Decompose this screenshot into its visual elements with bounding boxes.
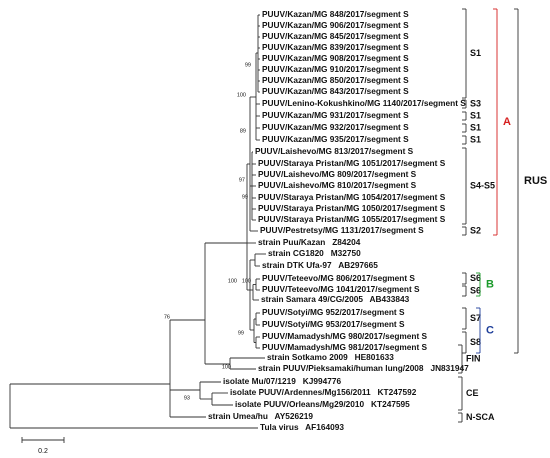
- bootstrap-value: 100: [242, 278, 251, 284]
- bootstrap-value: 100: [222, 364, 231, 370]
- leaf-label: PUUV/Sotyi/MG 952/2017/segment S: [262, 307, 405, 317]
- bootstrap-value: 99: [242, 194, 248, 200]
- leaf-label: PUUV/Staraya Pristan/MG 1050/2017/segmen…: [258, 203, 446, 213]
- clade-label: FIN: [466, 353, 481, 363]
- leaf-label: PUUV/Mamadysh/MG 980/2017/segment S: [262, 331, 428, 341]
- leaf-label: PUUV/Laishevo/MG 813/2017/segment S: [255, 146, 414, 156]
- leaf-label: isolate PUUV/Ardennes/Mg156/2011 KT24759…: [230, 387, 417, 397]
- scale-label: 0.2: [38, 448, 48, 455]
- leaf-label: isolate Mu/07/1219 KJ994776: [223, 376, 341, 386]
- leaf-label: PUUV/Kazan/MG 845/2017/segment S: [262, 31, 409, 41]
- leaf-label: strain Samara 49/CG/2005 AB433843: [261, 294, 410, 304]
- leaf-label: strain PUUV/Pieksamaki/human lung/2008 J…: [258, 363, 469, 373]
- leaf-label: PUUV/Pestretsy/MG 1131/2017/segment S: [260, 225, 424, 235]
- leaf-label: PUUV/Laishevo/MG 810/2017/segment S: [258, 180, 417, 190]
- leaf-label: strain DTK Ufa-97 AB297665: [262, 260, 378, 270]
- leaf-label: PUUV/Kazan/MG 848/2017/segment S: [262, 9, 409, 19]
- clade-label: S7: [470, 313, 481, 323]
- clade-label: S8: [470, 337, 481, 347]
- leaf-label: PUUV/Kazan/MG 910/2017/segment S: [262, 64, 409, 74]
- leaf-label: isolate PUUV/Orleans/Mg29/2010 KT247595: [235, 399, 410, 409]
- bootstrap-value: 93: [184, 395, 190, 401]
- bootstrap-value: 97: [239, 177, 245, 183]
- leaf-label: PUUV/Staraya Pristan/MG 1054/2017/segmen…: [258, 192, 446, 202]
- leaf-label: PUUV/Mamadysh/MG 981/2017/segment S: [262, 342, 428, 352]
- leaf-label: PUUV/Lenino-Kokushkino/MG 1140/2017/segm…: [262, 98, 466, 108]
- group-label: C: [486, 324, 494, 336]
- bootstrap-value: 100: [228, 278, 237, 284]
- leaf-label: PUUV/Staraya Pristan/MG 1055/2017/segmen…: [258, 214, 446, 224]
- superclade-label: RUS: [524, 175, 547, 187]
- leaf-label: PUUV/Kazan/MG 839/2017/segment S: [262, 42, 409, 52]
- clade-label: S1: [470, 110, 481, 120]
- leaf-label: strain Puu/Kazan Z84204: [258, 237, 361, 247]
- group-label: A: [503, 116, 511, 128]
- leaf-label: PUUV/Kazan/MG 931/2017/segment S: [262, 110, 409, 120]
- leaf-label: strain Umea/hu AY526219: [208, 411, 313, 421]
- clade-label: S4-S5: [470, 180, 495, 190]
- bootstrap-value: 100: [237, 92, 246, 98]
- leaf-label: Tula virus AF164093: [260, 422, 344, 432]
- clade-label: S3: [470, 98, 481, 108]
- leaf-label: PUUV/Staraya Pristan/MG 1051/2017/segmen…: [258, 158, 446, 168]
- leaf-label: PUUV/Teteevo/MG 1041/2017/segment S: [262, 284, 420, 294]
- clade-label: S1: [470, 134, 481, 144]
- leaf-label: PUUV/Teteevo/MG 806/2017/segment S: [262, 273, 415, 283]
- leaf-label: PUUV/Kazan/MG 850/2017/segment S: [262, 75, 409, 85]
- leaf-label: strain Sotkamo 2009 HE801633: [267, 352, 394, 362]
- bootstrap-value: 89: [240, 128, 246, 134]
- leaf-label: PUUV/Kazan/MG 935/2017/segment S: [262, 134, 409, 144]
- clade-label: N-SCA: [466, 412, 495, 422]
- clade-label: S1: [470, 122, 481, 132]
- bootstrap-value: 99: [238, 330, 244, 336]
- clade-label: S6: [470, 285, 481, 295]
- bootstrap-value: 76: [164, 314, 170, 320]
- clade-label: S1: [470, 48, 481, 58]
- leaf-label: strain CG1820 M32750: [268, 248, 361, 258]
- leaf-label: PUUV/Kazan/MG 843/2017/segment S: [262, 86, 409, 96]
- leaf-label: PUUV/Sotyi/MG 953/2017/segment S: [262, 319, 405, 329]
- leaf-label: PUUV/Kazan/MG 932/2017/segment S: [262, 122, 409, 132]
- leaf-label: PUUV/Laishevo/MG 809/2017/segment S: [258, 169, 417, 179]
- bootstrap-value: 99: [245, 62, 251, 68]
- clade-label: S2: [470, 225, 481, 235]
- leaf-label: PUUV/Kazan/MG 906/2017/segment S: [262, 20, 409, 30]
- leaf-label: PUUV/Kazan/MG 908/2017/segment S: [262, 53, 409, 63]
- clade-label: CE: [466, 388, 479, 398]
- group-label: B: [486, 278, 494, 290]
- clade-label: S6: [470, 273, 481, 283]
